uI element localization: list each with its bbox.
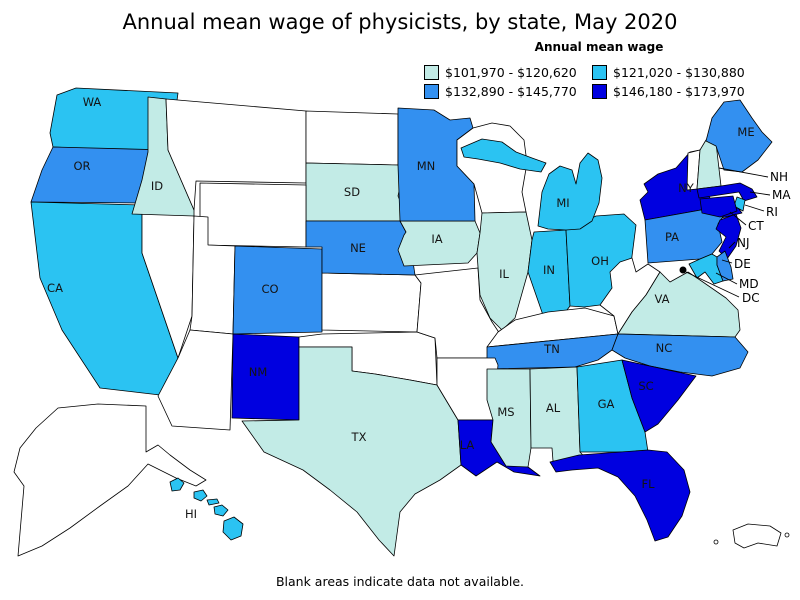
state-nd — [305, 110, 399, 166]
callout-line-nh — [718, 167, 769, 178]
state-label-tn: TN — [543, 342, 560, 356]
state-label-ms: MS — [497, 405, 514, 419]
callout-line-ma — [749, 191, 771, 196]
state-nc — [611, 333, 749, 377]
state-label-or: OR — [73, 159, 90, 173]
legend-item-3: $146,180 - $173,970 — [592, 82, 774, 101]
state-label-ny: NY — [678, 181, 695, 195]
territory-pr-islet-east — [784, 532, 790, 538]
callout-label-ct: CT — [748, 219, 764, 233]
callout-label-nh: NH — [770, 170, 788, 184]
legend-swatch-1 — [592, 65, 607, 80]
state-md — [688, 253, 724, 285]
callout-line-ri — [744, 204, 765, 212]
state-ma — [696, 182, 758, 202]
legend-swatch-0 — [424, 65, 439, 80]
state-tx — [241, 346, 462, 557]
state-mi-lower — [537, 152, 603, 231]
state-label-in: IN — [543, 263, 555, 277]
state-hi-maui — [213, 504, 229, 517]
dc-marker — [679, 266, 687, 274]
state-fl — [549, 449, 691, 542]
state-label-fl: FL — [641, 477, 655, 491]
state-ia — [397, 220, 481, 267]
state-co — [232, 245, 323, 335]
legend-label-2: $132,890 - $145,770 — [445, 84, 577, 99]
state-label-sd: SD — [344, 185, 360, 199]
state-hi-molokai — [206, 498, 220, 506]
legend: Annual mean wage $101,970 - $120,620 $121… — [408, 40, 790, 101]
state-label-va: VA — [655, 292, 670, 306]
state-label-hi: HI — [185, 507, 197, 521]
state-label-nc: NC — [656, 341, 673, 355]
state-ak — [13, 403, 207, 557]
state-label-ga: GA — [598, 397, 615, 411]
state-hi-kauai — [169, 477, 185, 492]
state-label-me: ME — [737, 125, 754, 139]
state-label-ca: CA — [47, 281, 63, 295]
legend-label-1: $121,020 - $130,880 — [613, 65, 745, 80]
callout-line-nj — [728, 241, 736, 249]
callout-line-md — [715, 272, 738, 285]
territory-pr — [732, 523, 782, 549]
state-label-oh: OH — [591, 254, 609, 268]
state-label-il: IL — [499, 267, 509, 281]
state-label-mn: MN — [417, 159, 436, 173]
state-wy — [199, 182, 307, 248]
legend-items: $101,970 - $120,620 $121,020 - $130,880 $1… — [408, 63, 790, 101]
state-label-id: ID — [151, 179, 163, 193]
legend-label-0: $101,970 - $120,620 — [445, 65, 577, 80]
footnote: Blank areas indicate data not available. — [275, 574, 525, 589]
state-label-nm: NM — [249, 365, 268, 379]
state-de — [716, 250, 734, 282]
state-mi-upper — [460, 138, 547, 173]
legend-swatch-2 — [424, 84, 439, 99]
legend-item-1: $121,020 - $130,880 — [592, 63, 774, 82]
state-label-wa: WA — [83, 95, 102, 109]
state-label-ia: IA — [431, 232, 442, 246]
callout-label-md: MD — [739, 277, 759, 291]
state-label-al: AL — [546, 401, 561, 415]
state-label-la: LA — [460, 438, 475, 452]
state-label-mi: MI — [556, 196, 569, 210]
state-label-ne: NE — [350, 241, 366, 255]
callout-line-dc — [685, 271, 740, 298]
legend-title: Annual mean wage — [534, 40, 664, 54]
legend-item-2: $132,890 - $145,770 — [424, 82, 592, 101]
state-label-tx: TX — [351, 430, 367, 444]
state-label-co: CO — [261, 282, 278, 296]
state-nh — [696, 139, 722, 190]
state-label-sc: SC — [638, 379, 653, 393]
legend-label-3: $146,180 - $173,970 — [613, 84, 745, 99]
state-label-pa: PA — [665, 230, 679, 244]
callout-line-ct — [729, 211, 747, 226]
state-hi-oahu — [193, 489, 208, 502]
state-ks — [321, 272, 422, 333]
state-ct — [699, 195, 738, 218]
state-labels: WA OR ID CA SD NE MN IA CO NM TX IL IN OH MI TN NC SC GA AL… — [47, 95, 755, 521]
state-me — [705, 99, 773, 173]
legend-swatch-3 — [592, 84, 607, 99]
state-hi-big-island — [222, 516, 244, 541]
state-shapes — [13, 87, 790, 557]
state-sc — [621, 359, 697, 433]
callout-label-ma: MA — [772, 188, 791, 202]
callout-label-dc: DC — [742, 291, 760, 305]
territory-pr-islet-west — [713, 539, 719, 545]
callout-label-de: DE — [734, 257, 751, 271]
callout-label-nj: NJ — [737, 236, 750, 250]
legend-item-0: $101,970 - $120,620 — [424, 63, 592, 82]
callout-line-de — [721, 259, 733, 264]
page-title: Annual mean wage of physicists, by state… — [122, 10, 678, 34]
callout-label-ri: RI — [766, 205, 778, 219]
